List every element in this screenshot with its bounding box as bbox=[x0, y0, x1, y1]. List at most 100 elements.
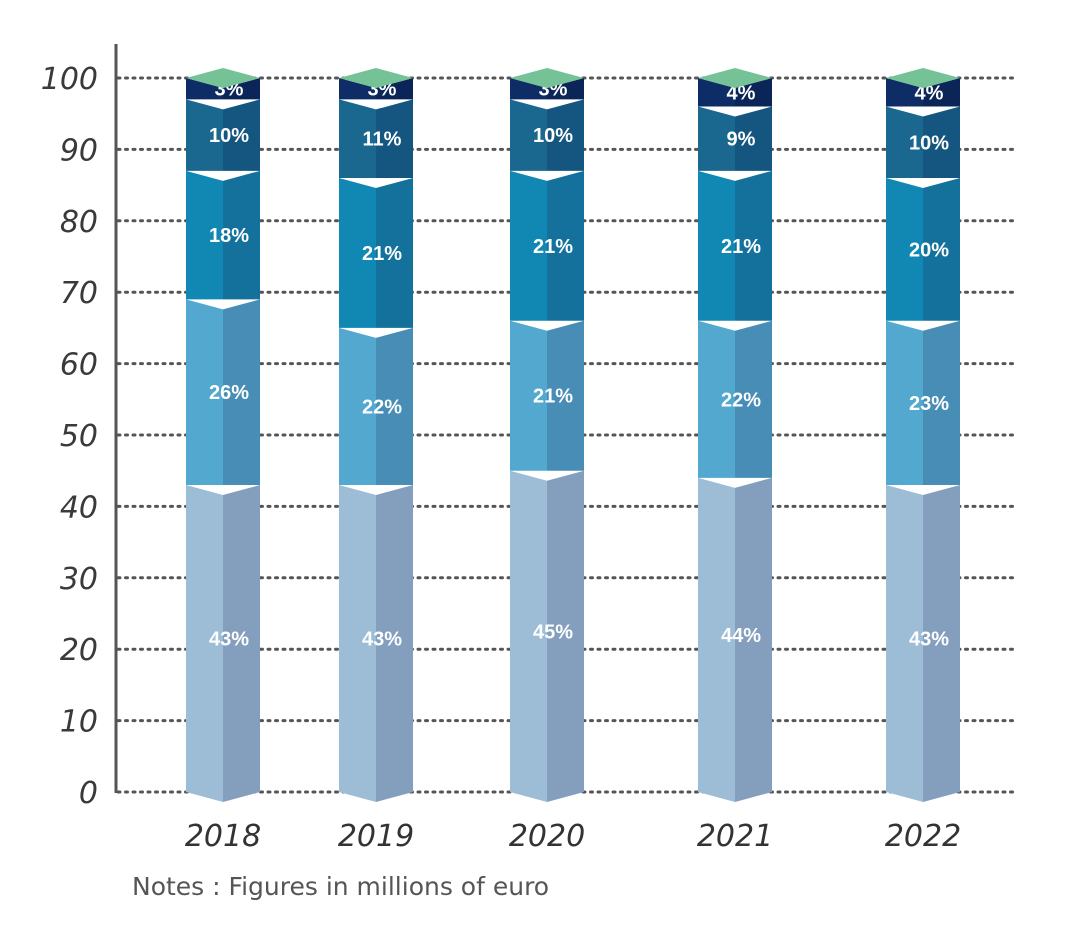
data-label: 20% bbox=[909, 239, 949, 261]
y-tick-label: 90 bbox=[60, 133, 98, 168]
bar-top-cap bbox=[510, 68, 584, 88]
bar-2021: 44% 22% 21% 9% 4% bbox=[698, 68, 772, 802]
y-tick-label: 70 bbox=[60, 276, 98, 311]
bar-segment-side bbox=[923, 177, 960, 321]
bar-segment-side bbox=[223, 78, 260, 100]
bar-segment-side bbox=[547, 78, 584, 100]
bar-segment-front bbox=[186, 99, 223, 171]
bar-2018: 43%26%18%10%3% bbox=[186, 68, 260, 802]
bar-segment-front bbox=[698, 78, 735, 107]
bar-segment-front bbox=[186, 299, 223, 485]
bar-segment-side bbox=[376, 99, 413, 178]
bar-segment-front bbox=[510, 470, 547, 802]
bar-top-cap bbox=[339, 68, 413, 88]
data-label: 9% bbox=[727, 129, 756, 151]
y-tick-label: 0 bbox=[79, 776, 98, 811]
y-tick-label: 40 bbox=[60, 490, 98, 525]
bar-segment-side bbox=[547, 470, 584, 802]
x-tick-label: 2019 bbox=[338, 819, 414, 854]
bar-segment-side bbox=[223, 484, 260, 802]
chart-notes: Notes : Figures in millions of euro bbox=[132, 872, 550, 901]
x-tick-label: 2020 bbox=[509, 819, 585, 854]
data-label: 44% bbox=[721, 625, 761, 647]
bar-segment-front bbox=[698, 106, 735, 171]
bar-segment-front bbox=[339, 484, 376, 802]
data-label: 26% bbox=[209, 382, 249, 404]
bar-top-cap bbox=[698, 68, 772, 88]
data-label: 21% bbox=[533, 236, 573, 258]
y-tick-label: 80 bbox=[60, 205, 98, 240]
bar-segment-side bbox=[376, 327, 413, 485]
bar-segment-front bbox=[886, 78, 923, 107]
bar-segment-side bbox=[223, 299, 260, 485]
bar-segment-front bbox=[510, 78, 547, 100]
bar-segment-side bbox=[735, 170, 772, 321]
x-tick-label: 2021 bbox=[697, 819, 773, 854]
data-label: 4% bbox=[915, 82, 944, 104]
bar-segment-front bbox=[886, 484, 923, 802]
bar-segment-front bbox=[698, 477, 735, 802]
data-label: 4% bbox=[727, 82, 756, 104]
y-tick-label: 60 bbox=[60, 348, 98, 383]
bar-segment-side bbox=[376, 484, 413, 802]
data-label: 21% bbox=[362, 243, 402, 265]
bar-segment-side bbox=[376, 78, 413, 100]
bar-segment-side bbox=[735, 320, 772, 478]
bar-segment-side bbox=[735, 78, 772, 107]
y-tick-label: 20 bbox=[60, 633, 98, 668]
data-label: 10% bbox=[533, 125, 573, 147]
bars: 43%26%18%10%3%43%22%21%11%3%45%21%21%10%… bbox=[186, 68, 960, 802]
bar-segment-front bbox=[886, 320, 923, 485]
bar-2020: 45%21%21%10%3% bbox=[510, 68, 584, 802]
y-axis-ticks: 0 10 20 30 40 50 60 70 80 90 100 bbox=[41, 62, 98, 811]
y-tick-label: 50 bbox=[60, 419, 98, 454]
bar-segment-side bbox=[547, 99, 584, 171]
bar-segment-side bbox=[735, 477, 772, 802]
bar-2019: 43%22%21%11%3% bbox=[339, 68, 413, 802]
data-label: 43% bbox=[209, 628, 249, 650]
bar-segment-side bbox=[223, 99, 260, 171]
bar-segment-side bbox=[547, 320, 584, 471]
bar-segment-side bbox=[923, 106, 960, 178]
y-tick-label: 10 bbox=[60, 705, 98, 740]
y-tick-label: 30 bbox=[60, 562, 98, 597]
bar-segment-front bbox=[886, 177, 923, 321]
bar-segment-front bbox=[186, 170, 223, 300]
bar-segment-front bbox=[886, 106, 923, 178]
x-tick-label: 2022 bbox=[885, 819, 961, 854]
bar-segment-front bbox=[510, 99, 547, 171]
bar-segment-front bbox=[698, 170, 735, 321]
data-label: 43% bbox=[909, 628, 949, 650]
bar-segment-side bbox=[923, 78, 960, 107]
bar-top-cap bbox=[886, 68, 960, 88]
bar-segment-side bbox=[376, 177, 413, 328]
data-label: 18% bbox=[209, 225, 249, 247]
gridlines bbox=[116, 76, 1016, 794]
data-label: 23% bbox=[909, 393, 949, 415]
y-tick-label: 100 bbox=[41, 62, 98, 97]
data-label: 10% bbox=[209, 125, 249, 147]
bar-segment-side bbox=[223, 170, 260, 300]
bar-2022: 43% 23% 20% 10% 4% bbox=[886, 68, 960, 802]
data-label: 45% bbox=[533, 621, 573, 643]
bar-segment-front bbox=[186, 78, 223, 100]
data-label: 21% bbox=[721, 236, 761, 258]
bar-segment-front bbox=[698, 320, 735, 478]
bar-segment-side bbox=[547, 170, 584, 321]
data-label: 22% bbox=[721, 389, 761, 411]
x-tick-label: 2018 bbox=[185, 819, 261, 854]
data-label: 22% bbox=[362, 396, 402, 418]
bar-segment-front bbox=[339, 177, 376, 328]
x-axis-labels: 2018 2019 2020 2021 2022 bbox=[185, 819, 961, 854]
data-label: 10% bbox=[909, 132, 949, 154]
bar-segment-front bbox=[510, 320, 547, 471]
bar-segment-side bbox=[923, 484, 960, 802]
bar-segment-front bbox=[339, 327, 376, 485]
bar-segment-front bbox=[510, 170, 547, 321]
bar-segment-front bbox=[339, 78, 376, 100]
data-label: 43% bbox=[362, 628, 402, 650]
bar-segment-side bbox=[735, 106, 772, 171]
bar-segment-front bbox=[186, 484, 223, 802]
bar-segment-front bbox=[339, 99, 376, 178]
